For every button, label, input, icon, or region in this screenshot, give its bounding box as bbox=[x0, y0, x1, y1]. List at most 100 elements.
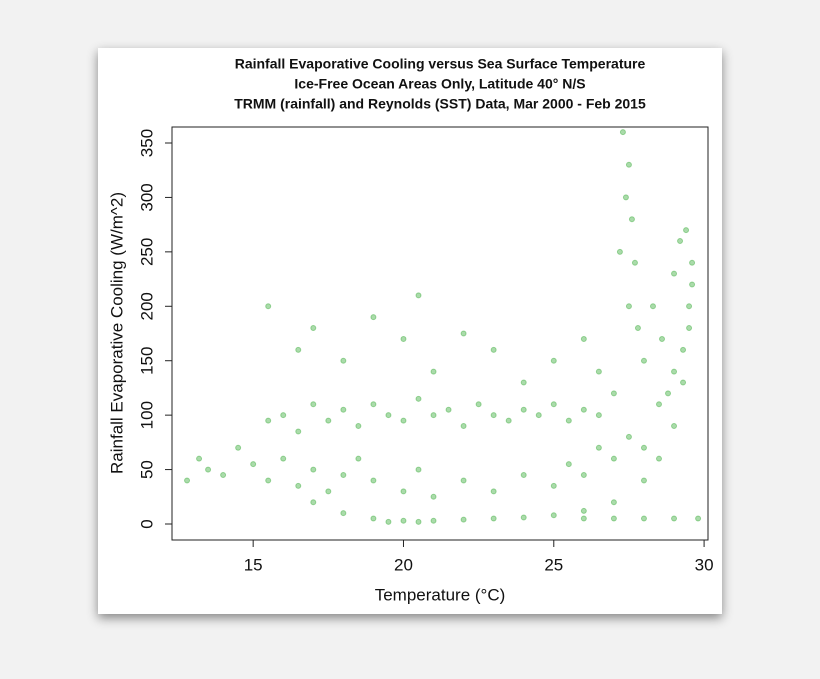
point bbox=[325, 417, 332, 424]
point bbox=[628, 216, 635, 223]
x-tick-label: 15 bbox=[244, 555, 263, 574]
point bbox=[550, 482, 557, 489]
y-tick-label: 300 bbox=[137, 183, 156, 211]
point bbox=[340, 406, 347, 413]
point bbox=[475, 401, 482, 408]
point bbox=[340, 472, 347, 479]
chart-subtitle: Ice-Free Ocean Areas Only, Latitude 40° … bbox=[294, 76, 585, 92]
point bbox=[680, 379, 687, 386]
point bbox=[622, 194, 629, 201]
point bbox=[490, 346, 497, 353]
point bbox=[310, 325, 317, 332]
point bbox=[580, 335, 587, 342]
point bbox=[610, 455, 617, 462]
point bbox=[625, 433, 632, 440]
point bbox=[490, 412, 497, 419]
point bbox=[689, 259, 696, 266]
point bbox=[184, 477, 191, 484]
point bbox=[640, 477, 647, 484]
point bbox=[550, 401, 557, 408]
point bbox=[280, 455, 287, 462]
point bbox=[415, 292, 422, 299]
point bbox=[295, 482, 302, 489]
point bbox=[205, 466, 212, 473]
chart-subtitle: TRMM (rainfall) and Reynolds (SST) Data,… bbox=[234, 96, 646, 112]
point bbox=[640, 357, 647, 364]
point bbox=[460, 477, 467, 484]
point bbox=[610, 515, 617, 522]
point bbox=[640, 444, 647, 451]
point bbox=[520, 379, 527, 386]
x-tick-label: 25 bbox=[544, 555, 563, 574]
point bbox=[677, 237, 684, 244]
point bbox=[610, 499, 617, 506]
point bbox=[550, 357, 557, 364]
point bbox=[220, 472, 227, 479]
point bbox=[565, 461, 572, 468]
y-axis-label: Rainfall Evaporative Cooling (W/m^2) bbox=[107, 192, 126, 474]
point bbox=[580, 406, 587, 413]
point bbox=[580, 472, 587, 479]
point bbox=[490, 488, 497, 495]
chart-title: Rainfall Evaporative Cooling versus Sea … bbox=[235, 56, 646, 72]
point bbox=[616, 248, 623, 255]
point bbox=[310, 499, 317, 506]
point bbox=[649, 303, 656, 310]
point bbox=[355, 423, 362, 430]
point bbox=[550, 512, 557, 519]
point bbox=[665, 390, 672, 397]
point bbox=[595, 412, 602, 419]
point bbox=[196, 455, 203, 462]
y-tick-label: 200 bbox=[137, 292, 156, 320]
point bbox=[505, 417, 512, 424]
y-tick-label: 250 bbox=[137, 238, 156, 266]
point bbox=[671, 423, 678, 430]
point bbox=[460, 516, 467, 523]
point bbox=[520, 514, 527, 521]
point bbox=[659, 335, 666, 342]
point bbox=[430, 517, 437, 524]
y-tick-label: 50 bbox=[137, 460, 156, 479]
point bbox=[325, 488, 332, 495]
point bbox=[460, 330, 467, 337]
point bbox=[385, 412, 392, 419]
point bbox=[683, 227, 690, 234]
point bbox=[265, 417, 272, 424]
point bbox=[686, 303, 693, 310]
point bbox=[400, 488, 407, 495]
point bbox=[689, 281, 696, 288]
point bbox=[400, 335, 407, 342]
point bbox=[310, 466, 317, 473]
point bbox=[625, 303, 632, 310]
point bbox=[415, 466, 422, 473]
point bbox=[671, 515, 678, 522]
point bbox=[295, 346, 302, 353]
y-tick-label: 0 bbox=[137, 519, 156, 528]
point bbox=[415, 395, 422, 402]
chart-card bbox=[98, 48, 722, 614]
point bbox=[640, 515, 647, 522]
point bbox=[250, 461, 257, 468]
point bbox=[430, 493, 437, 500]
point bbox=[400, 517, 407, 524]
point bbox=[400, 417, 407, 424]
point bbox=[235, 444, 242, 451]
point bbox=[619, 129, 626, 136]
point bbox=[280, 412, 287, 419]
y-tick-label: 350 bbox=[137, 129, 156, 157]
point bbox=[520, 472, 527, 479]
point bbox=[295, 428, 302, 435]
point bbox=[340, 357, 347, 364]
point bbox=[340, 510, 347, 517]
point bbox=[671, 270, 678, 277]
point bbox=[370, 314, 377, 321]
point bbox=[415, 518, 422, 525]
y-tick-label: 100 bbox=[137, 401, 156, 429]
point bbox=[490, 515, 497, 522]
y-tick-label: 150 bbox=[137, 347, 156, 375]
point bbox=[595, 368, 602, 375]
point bbox=[520, 406, 527, 413]
point bbox=[535, 412, 542, 419]
point bbox=[625, 161, 632, 168]
